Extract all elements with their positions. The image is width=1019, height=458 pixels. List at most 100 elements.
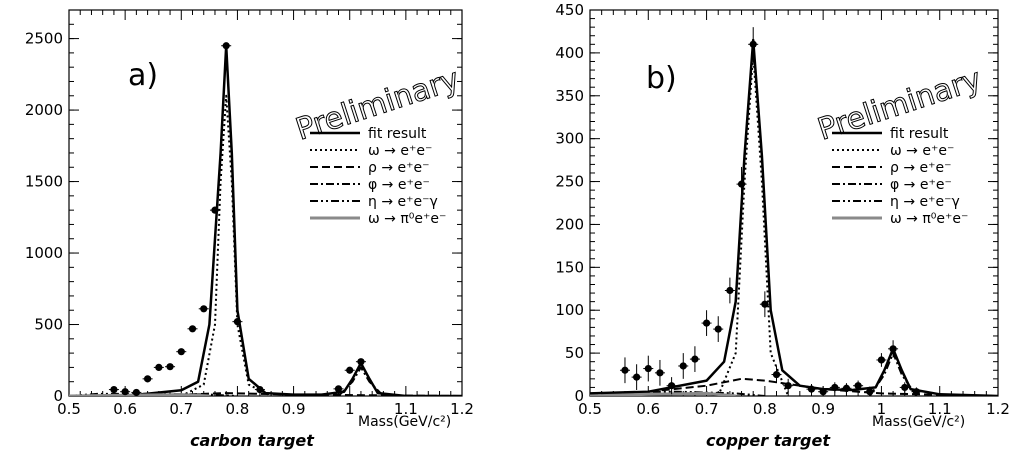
data-point	[656, 369, 664, 377]
plot-area	[590, 27, 998, 396]
x-tick-label: 0.9	[811, 400, 835, 418]
data-point	[200, 305, 208, 313]
y-tick-label: 200	[555, 215, 584, 233]
y-tick-label: 1000	[25, 244, 63, 262]
x-tick-label: 0.7	[169, 400, 193, 418]
x-tick-label: 1.1	[394, 400, 418, 418]
y-tick-label: 450	[555, 1, 584, 19]
x-tick-label: 0.8	[753, 400, 777, 418]
legend-entry: ρ → e⁺e⁻	[890, 160, 952, 176]
data-point	[357, 358, 365, 366]
data-point	[110, 385, 118, 394]
data-point	[842, 384, 851, 392]
data-point	[679, 362, 687, 370]
data-point	[121, 388, 129, 396]
data-point	[621, 366, 629, 374]
legend-entry: φ → e⁺e⁻	[890, 177, 952, 193]
y-tick-label: 2500	[25, 30, 63, 48]
legend-entry: ω → π⁰e⁺e⁻	[890, 211, 968, 227]
y-tick-label: 1500	[25, 173, 63, 191]
x-axis-label: Mass(GeV/c²)	[872, 414, 965, 430]
curve-dashdot	[337, 366, 385, 396]
curve-gray	[590, 391, 736, 396]
x-axis-label: Mass(GeV/c²)	[358, 414, 451, 430]
curve-dotted	[180, 94, 272, 396]
data-point	[256, 385, 264, 394]
legend-entry: η → e⁺e⁻γ	[368, 194, 438, 210]
x-tick-label: 0.7	[695, 400, 719, 418]
data-point	[132, 388, 140, 396]
data-point	[901, 383, 909, 392]
data-point	[877, 356, 886, 364]
curve-dashdotdot	[590, 390, 765, 396]
x-tick-label: 0.5	[57, 400, 81, 418]
y-tick-label: 0	[574, 387, 584, 405]
y-tick-label: 150	[555, 258, 584, 276]
data-point	[866, 388, 874, 396]
panel-caption: carbon target	[190, 431, 315, 450]
data-point	[346, 366, 354, 374]
panel-caption: copper target	[706, 431, 831, 450]
y-tick-label: 250	[555, 173, 584, 191]
legend-entry: ω → e⁺e⁻	[890, 143, 954, 159]
data-point	[761, 300, 769, 308]
data-point	[854, 382, 862, 390]
curve-dotted	[717, 51, 790, 396]
x-tick-label: 0.5	[578, 400, 602, 418]
data-point	[291, 395, 296, 396]
x-tick-label: 1	[345, 400, 355, 418]
data-point	[633, 373, 641, 381]
data-point	[155, 363, 163, 372]
data-point	[211, 206, 219, 214]
data-point	[334, 385, 343, 393]
legend-entry: ω → π⁰e⁺e⁻	[368, 211, 446, 227]
y-tick-label: 0	[53, 387, 63, 405]
curve-solid	[69, 44, 462, 396]
data-point	[166, 363, 174, 371]
x-tick-label: 1	[877, 400, 887, 418]
data-point	[737, 180, 746, 188]
data-point	[644, 364, 652, 373]
x-tick-label: 1.2	[986, 400, 1010, 418]
legend-entry: ω → e⁺e⁻	[368, 143, 432, 159]
legend-entry: fit result	[368, 126, 427, 142]
legend-entry: φ → e⁺e⁻	[368, 177, 430, 193]
data-point	[702, 319, 711, 327]
x-tick-label: 0.9	[282, 400, 306, 418]
legend-entry: ρ → e⁺e⁻	[368, 160, 430, 176]
data-point	[819, 388, 827, 396]
data-point	[222, 42, 230, 50]
y-tick-label: 50	[565, 344, 584, 362]
data-point	[784, 382, 792, 390]
data-point	[726, 286, 734, 295]
y-tick-label: 300	[555, 130, 584, 148]
data-point	[144, 375, 152, 383]
legend-entry: η → e⁺e⁻γ	[890, 194, 960, 210]
x-tick-label: 0.6	[113, 400, 137, 418]
x-tick-label: 1.2	[450, 400, 474, 418]
data-point	[889, 345, 897, 353]
x-tick-label: 1.1	[928, 400, 952, 418]
plot-frame	[68, 9, 463, 397]
y-tick-label: 350	[555, 87, 584, 105]
plot-area	[69, 42, 462, 396]
x-tick-label: 0.6	[636, 400, 660, 418]
y-tick-label: 100	[555, 301, 584, 319]
data-point	[668, 382, 676, 390]
data-point	[188, 325, 197, 333]
panel-label: b)	[646, 61, 677, 96]
legend-entry: fit result	[890, 126, 949, 142]
data-point	[772, 370, 781, 379]
y-tick-label: 2000	[25, 101, 63, 119]
data-point	[807, 385, 816, 393]
data-point	[280, 395, 285, 396]
data-point	[912, 388, 921, 396]
chart-panel-1: 0.5 0.6 0.7 0.8 0.9 1 1.1 1.2 0 500 1000 1500 2000 25…	[25, 9, 474, 450]
chart-panel-2: 0.5 0.6 0.7 0.8 0.9 1 1.1 1.2 0 50 100 150 200 250 300…	[555, 1, 1010, 450]
data-point	[177, 348, 185, 356]
data-point	[233, 318, 242, 326]
y-tick-label: 500	[34, 316, 63, 334]
x-tick-label: 0.8	[225, 400, 249, 418]
data-point	[831, 383, 839, 392]
